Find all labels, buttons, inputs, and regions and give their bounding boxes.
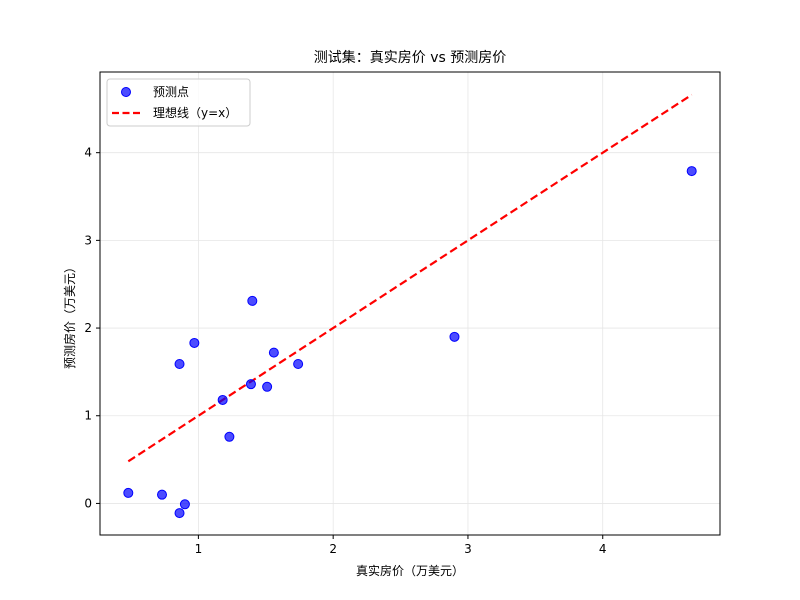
scatter-point [157,489,167,500]
scatter-point [262,381,273,392]
x-axis-label: 真实房价（万美元） [356,563,464,578]
scatter-points [123,166,697,519]
scatter-point [449,331,460,342]
scatter-point [268,347,279,358]
x-tick-label: 3 [464,542,472,556]
scatter-point [123,487,134,498]
legend-marker-scatter [121,87,131,97]
scatter-point [224,431,235,442]
y-tick-label: 4 [84,146,92,160]
scatter-point [179,499,190,510]
x-tick-label: 2 [329,542,337,556]
y-tick-label: 0 [84,496,92,510]
grid [100,72,720,535]
x-tick-label: 4 [599,542,607,556]
scatter-point [174,508,185,519]
scatter-point [245,379,256,390]
scatter-point [174,359,185,370]
scatter-point [293,359,304,370]
scatter-point [189,337,200,348]
axis-ticks: 1 2 3 4 0 1 2 3 4 [84,146,606,556]
legend-label-scatter: 预测点 [153,85,189,99]
scatter-point [247,295,258,306]
y-tick-label: 1 [84,409,92,423]
legend: 预测点 理想线（y=x） [106,78,251,127]
legend-box [106,78,251,127]
y-tick-label: 3 [84,233,92,247]
legend-label-line: 理想线（y=x） [153,105,237,120]
x-tick-label: 1 [195,542,203,556]
y-axis-label: 预测房价（万美元） [62,261,77,369]
scatter-point [217,394,228,405]
scatter-point [686,166,697,177]
y-tick-label: 2 [84,321,92,335]
chart-title: 测试集：真实房价 vs 预测房价 [314,49,506,66]
plot-frame [99,71,721,536]
